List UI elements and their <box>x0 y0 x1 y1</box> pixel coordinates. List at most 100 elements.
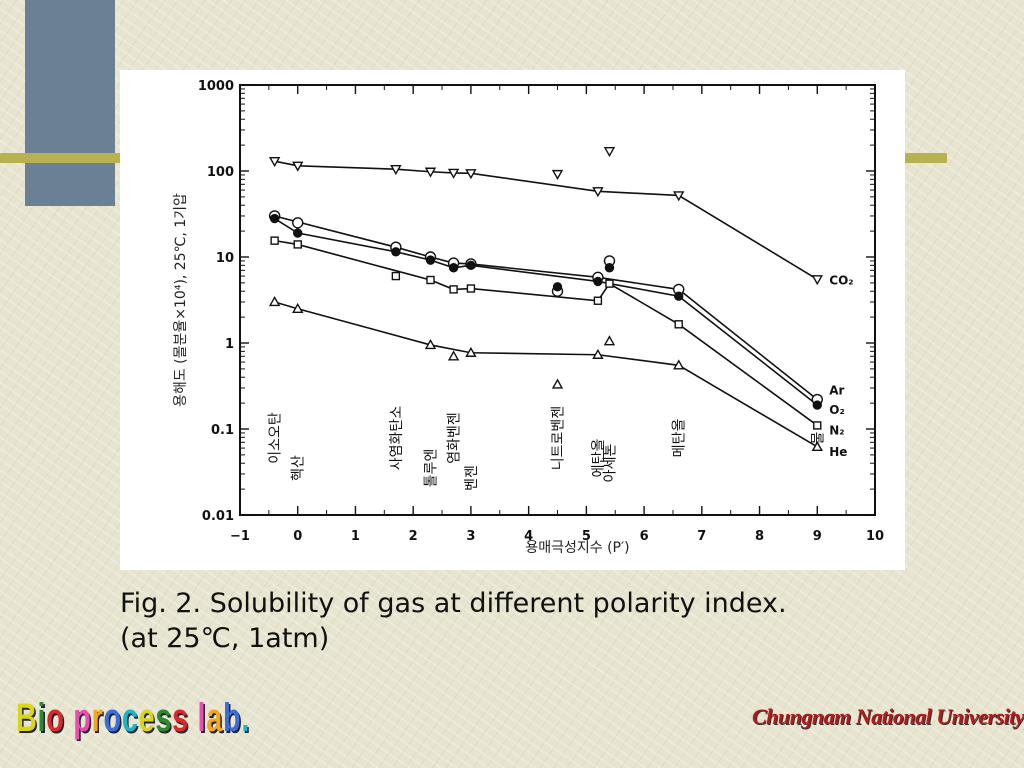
solvent-label: 이소오탄 <box>268 412 284 464</box>
data-point-o <box>552 282 563 292</box>
x-tick-label: 8 <box>755 529 764 544</box>
x-tick-label: 0 <box>293 529 302 544</box>
data-point-co <box>551 169 564 181</box>
data-point-o <box>604 263 615 273</box>
lab-logo-letter: B <box>16 696 38 740</box>
y-tick-label: 0.1 <box>211 423 234 438</box>
lab-logo-letter: o <box>46 696 65 740</box>
x-tick-label: 2 <box>409 529 418 544</box>
data-point-o <box>674 291 684 301</box>
data-point-he <box>465 346 477 357</box>
solvent-label: 아세톤 <box>602 444 618 483</box>
data-point-n <box>293 240 302 249</box>
chart-axes: 0.01 0.1 1 10 100 1000 −1 0 1 2 3 4 5 6 7 8 9 10 <box>198 79 884 544</box>
solvent-label: 메탄올 <box>672 419 688 458</box>
university-logo: Chungnam National University <box>752 704 1024 729</box>
series-label-he: He <box>829 445 847 459</box>
solvent-label: 헥산 <box>291 455 307 481</box>
x-tick-label: 6 <box>640 529 649 544</box>
x-tick-label: 3 <box>466 529 475 544</box>
data-point-n <box>270 236 279 245</box>
solvent-label: 에탄올 <box>591 439 607 478</box>
caption-line-2: (at 25℃, 1atm) <box>120 623 330 654</box>
data-point-co <box>268 157 281 168</box>
chart-series-labels: CO₂ Ar O₂ N₂ He <box>829 273 853 459</box>
lab-logo-letter: o <box>103 696 122 740</box>
series-line-o <box>274 217 818 406</box>
solvent-label: 물 <box>810 431 826 444</box>
data-point-o <box>425 255 436 265</box>
lab-logo-letter: r <box>91 696 104 740</box>
series-line-ar <box>274 215 818 401</box>
solvent-label: 톨루엔 <box>424 449 440 488</box>
data-point-he <box>551 378 564 389</box>
caption-line-1: Fig. 2. Solubility of gas at different p… <box>120 588 787 619</box>
x-tick-label: 1 <box>351 529 360 544</box>
series-line-n <box>274 239 818 427</box>
lab-logo-letter: b <box>223 696 242 740</box>
data-point-n <box>391 271 401 281</box>
lab-logo-letter: l <box>197 696 207 740</box>
data-point-n <box>466 284 476 293</box>
data-point-co <box>390 164 402 176</box>
series-line-co <box>274 160 818 281</box>
lab-logo-letter <box>189 696 198 741</box>
x-tick-label: 9 <box>813 529 822 544</box>
data-point-n <box>426 275 435 285</box>
lab-logo-letter: s <box>155 696 173 740</box>
solvent-label: 벤젠 <box>464 465 480 491</box>
data-point-he <box>292 302 304 313</box>
x-tick-label: 7 <box>697 529 706 544</box>
data-point-o <box>466 260 476 271</box>
data-point-he <box>603 335 616 346</box>
data-point-o <box>448 263 459 273</box>
data-point-co <box>811 275 823 286</box>
y-tick-label: 1 <box>225 337 234 352</box>
series-line-he <box>274 301 818 448</box>
data-point-he <box>424 338 437 350</box>
data-point-n <box>449 285 458 294</box>
data-point-ar <box>292 217 304 229</box>
series-label-co: CO₂ <box>829 273 853 287</box>
y-tick-label: 1000 <box>198 79 234 94</box>
chart-panel: 0.01 0.1 1 10 100 1000 −1 0 1 2 3 4 5 6 7 8 9 10 CO₂ Ar O₂ N… <box>120 70 905 570</box>
data-point-o <box>391 247 401 257</box>
data-point-co <box>592 187 604 198</box>
y-tick-label: 10 <box>216 251 234 266</box>
data-point-n <box>813 421 822 430</box>
data-point-n <box>593 296 603 305</box>
data-point-co <box>447 168 460 179</box>
x-tick-label: 4 <box>524 529 533 544</box>
lab-logo-letter: c <box>121 696 139 740</box>
lab-logo-letter: . <box>241 696 251 740</box>
chart-series-lines <box>274 160 818 448</box>
x-axis-title: 용매극성지수 (P′) <box>525 540 629 556</box>
decorative-gold-line-left <box>0 153 125 163</box>
y-axis-title: 용해도 (몰분율×10⁴), 25℃, 1기압 <box>173 193 189 407</box>
series-label-ar: Ar <box>829 384 844 398</box>
data-point-o <box>593 276 603 287</box>
data-point-co <box>603 146 616 158</box>
data-point-he <box>447 350 460 361</box>
figure-caption: Fig. 2. Solubility of gas at different p… <box>120 586 920 656</box>
data-point-n <box>674 320 683 329</box>
series-label-o: O₂ <box>829 403 844 417</box>
lab-logo-letter: e <box>138 696 156 740</box>
solvent-label: 염화벤젠 <box>447 412 463 464</box>
lab-logo-letter: p <box>73 696 92 740</box>
y-tick-label: 0.01 <box>202 509 234 524</box>
series-label-n: N₂ <box>829 423 844 437</box>
data-point-he <box>268 296 281 307</box>
y-tick-label: 100 <box>207 165 234 180</box>
data-point-co <box>465 169 477 180</box>
data-point-o <box>293 228 303 238</box>
data-point-co <box>292 161 304 172</box>
lab-logo-letter: s <box>172 696 189 740</box>
solvent-label: 니트로벤젠 <box>551 406 567 470</box>
bio-process-lab-logo: Bio process lab. <box>16 696 250 741</box>
lab-logo-letter <box>65 696 74 741</box>
chart-series-points <box>268 146 823 452</box>
x-tick-label: 5 <box>582 529 591 544</box>
x-tick-label: 10 <box>866 529 884 544</box>
